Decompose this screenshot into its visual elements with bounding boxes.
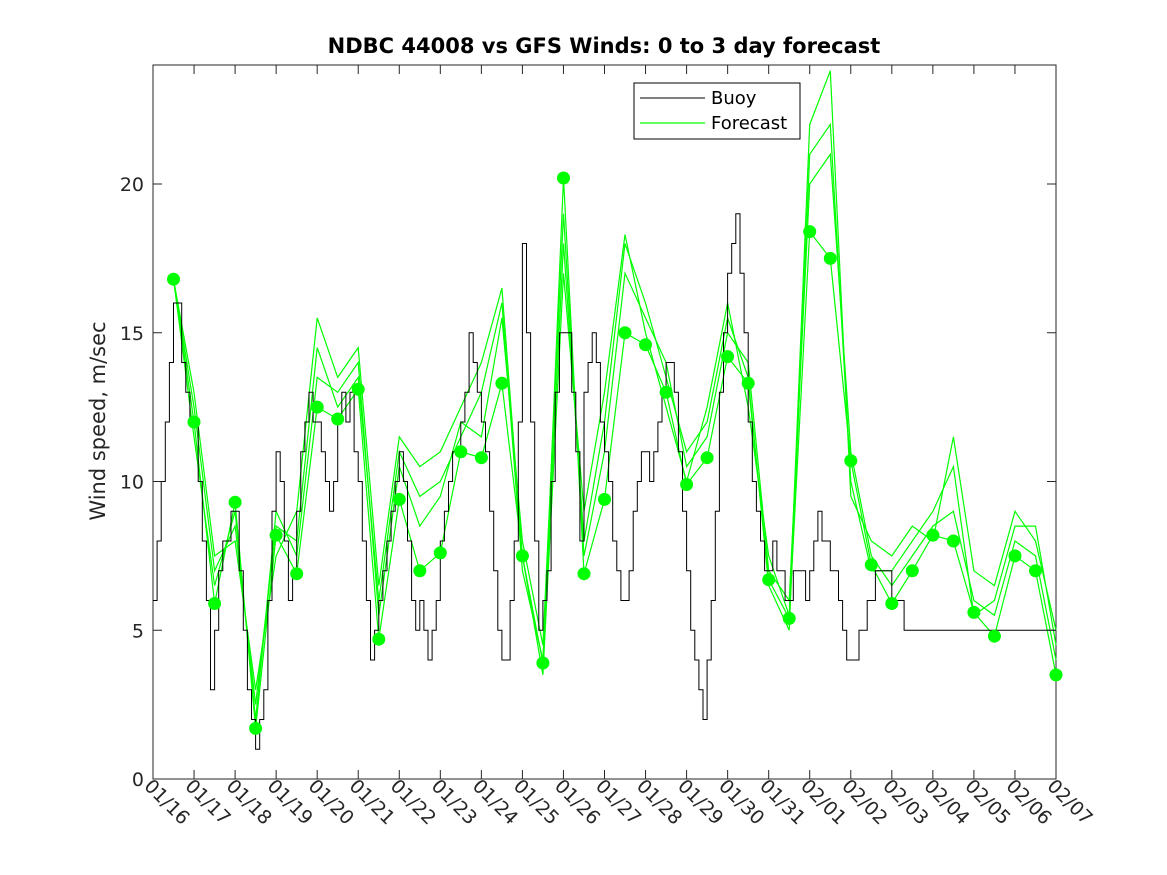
forecast-marker — [803, 225, 817, 239]
forecast-series-line-3 — [172, 70, 1057, 690]
y-tick-label: 5 — [132, 620, 144, 642]
forecast-marker — [413, 564, 427, 578]
chart-title: NDBC 44008 vs GFS Winds: 0 to 3 day fore… — [328, 34, 881, 58]
y-axis-label: Wind speed, m/sec — [86, 321, 110, 520]
forecast-marker — [228, 495, 242, 509]
y-axis-ticks: 0 5 10 15 20 — [120, 174, 1056, 791]
forecast-marker — [946, 534, 960, 548]
legend: Buoy Forecast — [633, 82, 801, 140]
forecast-marker — [515, 549, 529, 563]
forecast-marker — [249, 721, 263, 735]
buoy-series-line — [153, 213, 1056, 750]
forecast-marker — [741, 376, 755, 390]
forecast-marker — [1008, 549, 1022, 563]
y-tick-label: 15 — [120, 323, 144, 345]
y-tick-label: 0 — [132, 769, 144, 791]
legend-buoy-label: Buoy — [711, 88, 757, 109]
forecast-markers — [167, 171, 1063, 735]
forecast-marker — [823, 251, 837, 265]
forecast-marker — [454, 445, 468, 459]
forecast-marker — [782, 611, 796, 625]
forecast-marker — [187, 415, 201, 429]
forecast-marker — [392, 492, 406, 506]
forecast-marker — [208, 597, 222, 610]
legend-box — [633, 82, 801, 140]
forecast-marker — [844, 454, 858, 468]
forecast-marker — [864, 558, 878, 572]
forecast-marker — [618, 326, 632, 340]
forecast-marker — [495, 376, 509, 390]
forecast-marker — [905, 564, 919, 578]
forecast-marker — [351, 382, 365, 396]
forecast-marker — [987, 629, 1001, 643]
forecast-marker — [331, 412, 345, 426]
forecast-series-line-1 — [172, 152, 1057, 720]
forecast-marker — [659, 385, 673, 399]
forecast-marker — [885, 597, 899, 610]
forecast-marker — [290, 567, 304, 581]
forecast-marker — [310, 400, 324, 414]
forecast-marker — [167, 272, 180, 286]
forecast-marker — [762, 573, 776, 587]
forecast-marker — [639, 338, 652, 352]
forecast-marker — [557, 171, 570, 185]
legend-forecast-label: Forecast — [711, 113, 787, 134]
forecast-marker — [433, 546, 447, 560]
buoy-line — [153, 213, 1056, 750]
forecast-marker — [680, 478, 694, 491]
forecast-marker — [474, 451, 488, 465]
forecast-marker — [269, 528, 283, 542]
forecast-marker — [372, 632, 386, 646]
y-tick-label: 10 — [120, 472, 144, 494]
forecast-marker — [967, 605, 981, 619]
forecast-marker — [577, 567, 591, 581]
forecast-marker — [1029, 564, 1042, 578]
forecast-marker — [721, 350, 735, 364]
forecast-marker — [926, 528, 940, 542]
forecast-marker — [700, 451, 714, 465]
y-tick-label: 20 — [120, 174, 144, 196]
forecast-series-line-2 — [172, 122, 1057, 705]
forecast-marker — [1049, 668, 1063, 682]
forecast-marker — [598, 492, 611, 506]
forecast-marker — [536, 656, 550, 670]
